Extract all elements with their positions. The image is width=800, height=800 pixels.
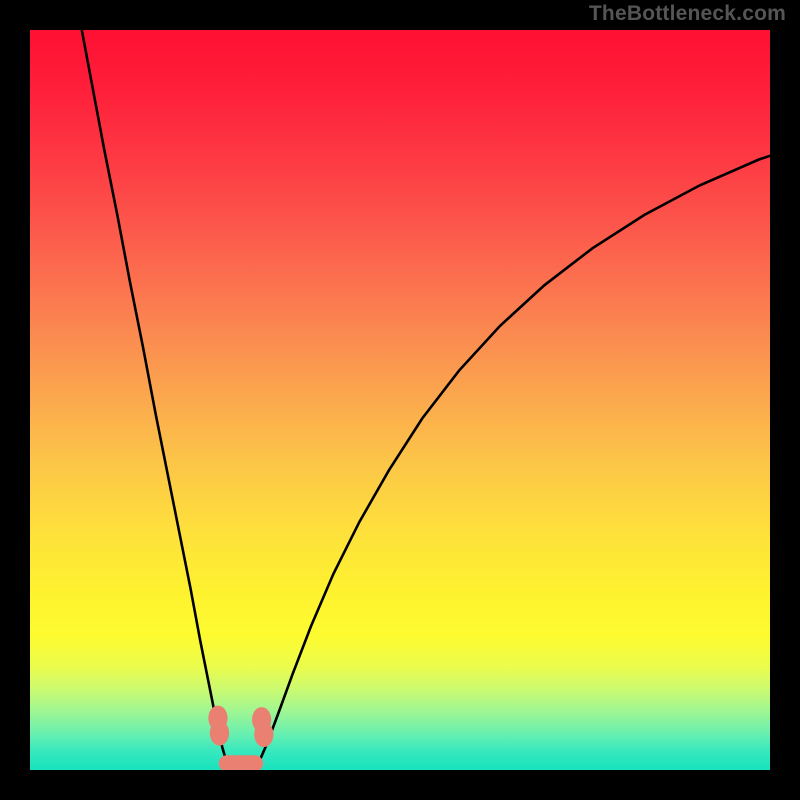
bottleneck-curve	[30, 30, 770, 770]
chart-frame: TheBottleneck.com	[0, 0, 800, 800]
plot-area	[30, 30, 770, 770]
curve-left_branch	[82, 30, 231, 770]
marker-dot-3	[254, 722, 273, 747]
watermark-text: TheBottleneck.com	[589, 2, 786, 26]
marker-dot-1	[210, 720, 229, 745]
marker-pill	[219, 755, 263, 770]
curve-right_branch	[254, 156, 770, 770]
